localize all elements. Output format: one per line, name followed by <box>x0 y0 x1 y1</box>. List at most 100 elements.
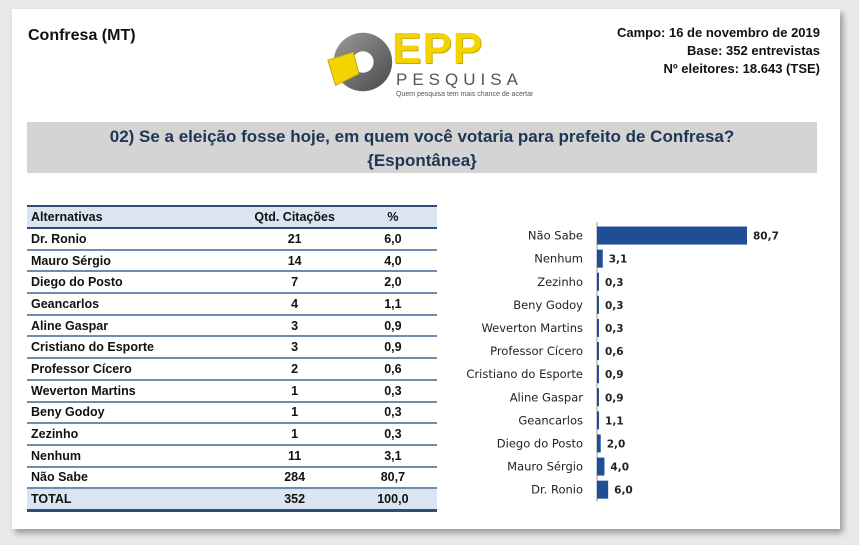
table-row: Zezinho 1 0,3 <box>27 423 437 446</box>
row-name: Mauro Sérgio <box>27 249 241 273</box>
value-label: 4,0 <box>610 462 629 474</box>
row-name: Nenhum <box>27 444 241 468</box>
category-label: Aline Gaspar <box>510 390 584 404</box>
row-name: Beny Godoy <box>27 401 241 425</box>
total-qtd: 352 <box>240 488 349 512</box>
row-qtd: 2 <box>240 358 349 381</box>
category-label: Nenhum <box>534 252 583 266</box>
table-row: Cristiano do Esporte 3 0,9 <box>27 336 437 360</box>
value-label: 0,9 <box>605 369 624 381</box>
table-row: Geancarlos 4 1,1 <box>27 293 437 316</box>
bar <box>597 249 603 268</box>
table-row: Aline Gaspar 3 0,9 <box>27 314 437 338</box>
category-label: Geancarlos <box>518 413 583 427</box>
table-row: Nenhum 11 3,1 <box>27 444 437 468</box>
category-label: Não Sabe <box>528 229 583 243</box>
bar <box>597 342 599 361</box>
survey-date: Campo: 16 de novembro de 2019 <box>616 25 820 40</box>
row-qtd: 21 <box>240 228 349 251</box>
value-label: 0,3 <box>605 323 624 335</box>
row-qtd: 1 <box>240 379 349 403</box>
row-qtd: 3 <box>240 314 349 338</box>
row-pct: 0,6 <box>348 358 437 381</box>
row-name: Aline Gaspar <box>27 314 241 338</box>
value-label: 6,0 <box>614 485 633 497</box>
header-percent: % <box>348 205 437 229</box>
row-pct: 0,3 <box>348 423 437 446</box>
survey-voters: Nº eleitores: 18.643 (TSE) <box>663 61 820 76</box>
total-pct: 100,0 <box>348 488 437 512</box>
row-name: Cristiano do Esporte <box>27 336 241 360</box>
logo-subtitle: PESQUISA <box>396 70 523 89</box>
bar <box>597 365 599 384</box>
table-row: Mauro Sérgio 14 4,0 <box>27 249 437 273</box>
results-table: Alternativas Qtd. Citações % Dr. Ronio 21… <box>27 205 437 512</box>
row-pct: 0,9 <box>348 336 437 360</box>
logo-mark-icon <box>327 32 393 92</box>
header-citacoes: Qtd. Citações <box>240 205 349 229</box>
row-name: Diego do Posto <box>27 271 241 295</box>
survey-base: Base: 352 entrevistas <box>687 43 820 58</box>
table-row: Beny Godoy 1 0,3 <box>27 401 437 425</box>
row-name: Weverton Martins <box>27 379 241 403</box>
question-type: {Espontânea} <box>367 151 477 170</box>
value-label: 80,7 <box>753 231 779 243</box>
row-pct: 4,0 <box>348 249 437 273</box>
row-pct: 1,1 <box>348 293 437 316</box>
header-alternativas: Alternativas <box>27 205 241 229</box>
row-pct: 80,7 <box>348 466 437 490</box>
bar <box>597 434 601 453</box>
logo-tagline: Quem pesquisa tem mais chance de acertar <box>396 91 534 98</box>
row-name: Zezinho <box>27 423 241 446</box>
bar <box>597 457 605 476</box>
value-label: 2,0 <box>607 438 626 450</box>
row-qtd: 11 <box>240 444 349 468</box>
table-header-row: Alternativas Qtd. Citações % <box>27 205 437 229</box>
table-body: Dr. Ronio 21 6,0 Mauro Sérgio 14 4,0 Diego do … <box>27 228 437 512</box>
row-pct: 2,0 <box>348 271 437 295</box>
row-qtd: 3 <box>240 336 349 360</box>
value-label: 1,1 <box>605 415 624 427</box>
value-label: 0,3 <box>605 277 624 289</box>
bar <box>597 226 747 245</box>
category-label: Weverton Martins <box>481 321 583 335</box>
row-pct: 0,3 <box>348 379 437 403</box>
table-total-row: TOTAL 352 100,0 <box>27 488 437 512</box>
table-row: Dr. Ronio 21 6,0 <box>27 228 437 251</box>
row-qtd: 284 <box>240 466 349 490</box>
city-title: Confresa (MT) <box>28 27 136 44</box>
bar <box>597 295 599 314</box>
table-row: Diego do Posto 7 2,0 <box>27 271 437 295</box>
category-label: Mauro Sérgio <box>507 460 583 474</box>
category-label: Cristiano do Esporte <box>466 367 583 381</box>
bar <box>597 388 599 407</box>
value-label: 0,6 <box>605 346 624 358</box>
value-label: 3,1 <box>609 254 628 266</box>
category-label: Beny Godoy <box>513 298 583 312</box>
question-text: 02) Se a eleição fosse hoje, em quem voc… <box>109 127 735 146</box>
logo-title: EPP <box>392 24 484 73</box>
survey-card: Confresa (MT) EPP PESQUISA Quem pesquisa… <box>12 9 840 529</box>
category-label: Zezinho <box>537 275 583 289</box>
survey-info: Campo: 16 de novembro de 2019 Base: 352 … <box>617 24 820 78</box>
category-label: Dr. Ronio <box>531 483 583 497</box>
table-row: Professor Cícero 2 0,6 <box>27 358 437 381</box>
row-pct: 6,0 <box>348 228 437 251</box>
row-name: Não Sabe <box>27 466 241 490</box>
row-qtd: 7 <box>240 271 349 295</box>
row-qtd: 14 <box>240 249 349 273</box>
row-qtd: 4 <box>240 293 349 316</box>
total-name: TOTAL <box>27 488 241 512</box>
table-row: Não Sabe 284 80,7 <box>27 466 437 490</box>
row-qtd: 1 <box>240 423 349 446</box>
bar <box>597 318 599 337</box>
table-row: Weverton Martins 1 0,3 <box>27 379 437 403</box>
row-name: Professor Cícero <box>27 358 241 381</box>
value-label: 0,3 <box>605 300 624 312</box>
epp-logo: EPP PESQUISA Quem pesquisa tem mais chan… <box>320 23 540 103</box>
category-label: Professor Cícero <box>490 344 583 358</box>
results-bar-chart: Não Sabe 80,7 Nenhum 3,1 Zezinho 0,3 Beny Godo… <box>466 222 779 502</box>
row-pct: 3,1 <box>348 444 437 468</box>
row-qtd: 1 <box>240 401 349 425</box>
row-name: Dr. Ronio <box>27 228 241 251</box>
